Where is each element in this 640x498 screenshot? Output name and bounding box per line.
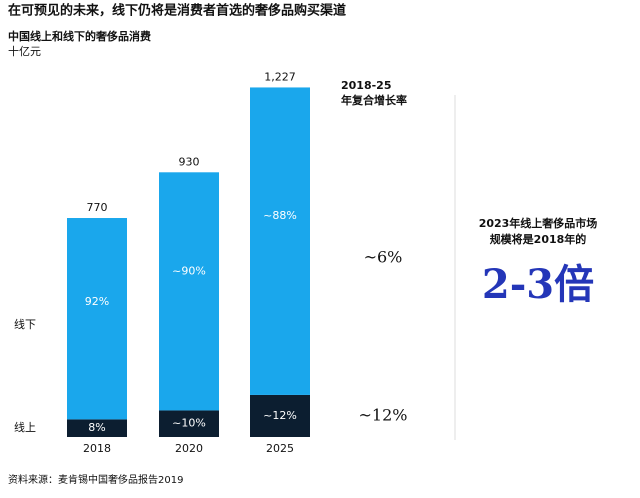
callout-highlight: 2-3倍 [482, 261, 594, 308]
legend-label: 线上 [14, 420, 36, 434]
total-label: 1,227 [264, 70, 296, 83]
bar-segment [250, 394, 310, 437]
x-tick-label: 2018 [83, 442, 111, 455]
bar-segment [159, 172, 219, 411]
cagr-header: 2018-25 [341, 79, 392, 92]
cagr-header: 年复合增长率 [341, 93, 407, 107]
cagr-label: ~12% [359, 406, 408, 425]
total-label: 930 [179, 155, 200, 168]
subtitle: 中国线上和线下的奢侈品消费 [8, 29, 151, 43]
value-label: 8% [88, 421, 105, 434]
bar-segment [159, 410, 219, 437]
value-label: ~10% [172, 417, 206, 430]
unit: 十亿元 [8, 44, 41, 58]
legend-label: 线下 [14, 317, 36, 331]
bar-segment [250, 87, 310, 395]
title: 在可预见的未来，线下仍将是消费者首选的奢侈品购买渠道 [8, 3, 346, 19]
cagr-label: ~6% [364, 248, 403, 267]
x-tick-label: 2025 [266, 442, 294, 455]
x-tick-label: 2020 [175, 442, 203, 455]
value-label: ~90% [172, 265, 206, 278]
value-label: ~88% [263, 209, 297, 222]
bar-segment [67, 419, 127, 437]
bar-segment [67, 218, 127, 420]
source: 资料来源：麦肯锡中国奢侈品报告2019 [8, 473, 183, 486]
value-label: 92% [85, 295, 109, 308]
total-label: 770 [87, 201, 108, 214]
callout-text: 规模将是2018年的 [490, 232, 587, 246]
value-label: ~12% [263, 409, 297, 422]
callout-text: 2023年线上奢侈品市场 [479, 216, 598, 230]
